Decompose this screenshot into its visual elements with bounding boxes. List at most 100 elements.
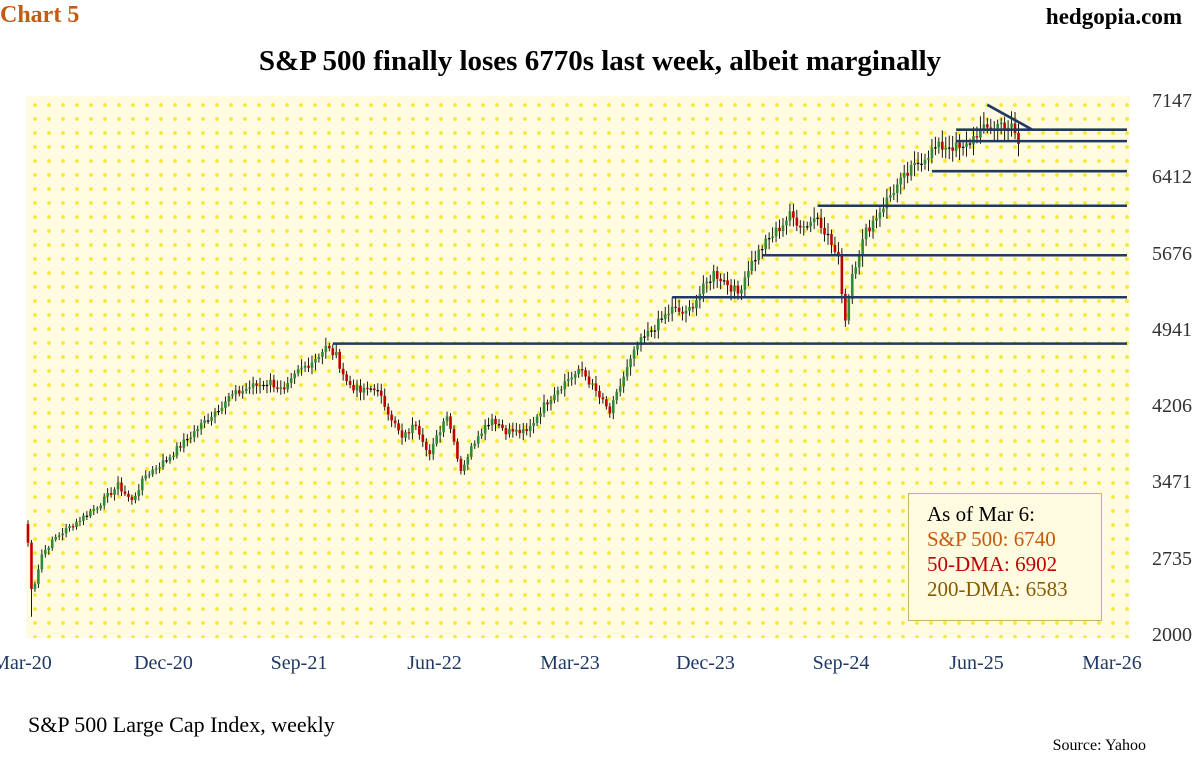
candle-body [127, 493, 130, 497]
as-of-heading: As of Mar 6: [927, 502, 1035, 526]
candle-body [840, 256, 844, 294]
candle-body [140, 478, 144, 491]
chart-number: Chart 5 [0, 2, 80, 28]
candle-body [341, 368, 345, 375]
candle-body [331, 348, 335, 356]
candle-body [816, 217, 819, 219]
x-tick-label: Mar-20 [0, 652, 52, 674]
candle-body [272, 379, 276, 388]
candle-body [875, 218, 878, 221]
candle-body [480, 433, 483, 437]
candle-body [1010, 123, 1013, 128]
candle-body [279, 387, 283, 389]
candle-body [231, 394, 234, 396]
site-name: hedgopia.com [1045, 4, 1182, 29]
candle-body [747, 270, 750, 278]
candle-body [802, 226, 806, 228]
chart-title: S&P 500 finally loses 6770s last week, a… [258, 45, 942, 77]
candle-body [359, 385, 362, 393]
candle-body [788, 211, 792, 221]
y-tick-label: 2735 [1152, 547, 1192, 570]
candle-body [636, 345, 639, 350]
candle-body [515, 429, 518, 432]
candle-body [175, 446, 179, 456]
candle-body [158, 467, 161, 469]
y-tick-label: 7147 [1152, 90, 1192, 112]
candle-body [854, 267, 858, 275]
candle-body [137, 490, 141, 497]
candle-body [172, 455, 175, 458]
candle-body [120, 482, 123, 492]
candle-body [598, 390, 601, 398]
candle-body [660, 318, 664, 320]
candle-body [386, 406, 390, 415]
y-tick-label: 2000 [1152, 624, 1192, 646]
candle-body [373, 388, 376, 391]
candle-body [625, 367, 629, 377]
candle-body [542, 402, 546, 414]
candle-body [248, 387, 251, 389]
candle-body [823, 228, 826, 235]
candle-body [241, 390, 245, 394]
candle-body [611, 400, 615, 414]
candle-body [591, 383, 594, 385]
candle-body [366, 387, 369, 390]
candle-body [508, 429, 511, 435]
candle-body [293, 373, 296, 379]
candle-body [979, 128, 982, 138]
candle-body [206, 420, 210, 422]
candle-body [958, 142, 961, 148]
candle-body [667, 313, 671, 315]
candle-body [40, 554, 44, 570]
candle-body [757, 249, 761, 261]
candle-body [580, 369, 584, 371]
candle-body [134, 496, 137, 501]
candle-body [234, 390, 238, 395]
candle-body [781, 225, 785, 232]
candle-body [161, 460, 165, 468]
candle-body [376, 390, 380, 392]
candle-body [961, 146, 965, 149]
candle-body [469, 446, 473, 457]
candle-body [729, 285, 733, 292]
candle-body [452, 428, 456, 442]
candle-body [237, 390, 241, 394]
candle-body [549, 400, 553, 405]
y-tick-label: 5676 [1152, 242, 1192, 265]
candle-body [518, 429, 522, 434]
candle-body [220, 407, 224, 411]
candle-body [982, 124, 986, 129]
candle-body [968, 143, 972, 145]
candle-body [431, 443, 435, 455]
candle-body [844, 293, 847, 321]
candle-body [920, 163, 923, 165]
candle-body [951, 147, 954, 151]
candle-body [868, 227, 871, 232]
x-tick-label: Mar-26 [1082, 652, 1142, 674]
candle-body [352, 384, 355, 391]
candle-body [892, 193, 896, 196]
candle-body [1003, 122, 1006, 130]
x-tick-label: Mar-23 [540, 652, 600, 674]
candle-body [144, 475, 148, 479]
candle-body [390, 414, 393, 421]
candle-body [251, 383, 255, 388]
candle-body [449, 416, 452, 429]
candle-body [805, 226, 809, 228]
candle-body [473, 443, 477, 447]
candle-body [369, 388, 373, 390]
candle-body [615, 391, 619, 401]
candle-body [404, 432, 407, 438]
candle-body [944, 147, 948, 150]
candle-body [570, 377, 574, 380]
horizontal-levels [332, 103, 1127, 345]
candle-body [262, 384, 265, 387]
candle-body [1017, 132, 1020, 144]
candle-body [674, 306, 677, 308]
candle-body [653, 330, 657, 332]
candle-body [109, 492, 113, 495]
candle-body [594, 383, 598, 391]
candle-body [532, 423, 535, 426]
candle-body [345, 374, 348, 382]
candle-body [812, 218, 816, 223]
